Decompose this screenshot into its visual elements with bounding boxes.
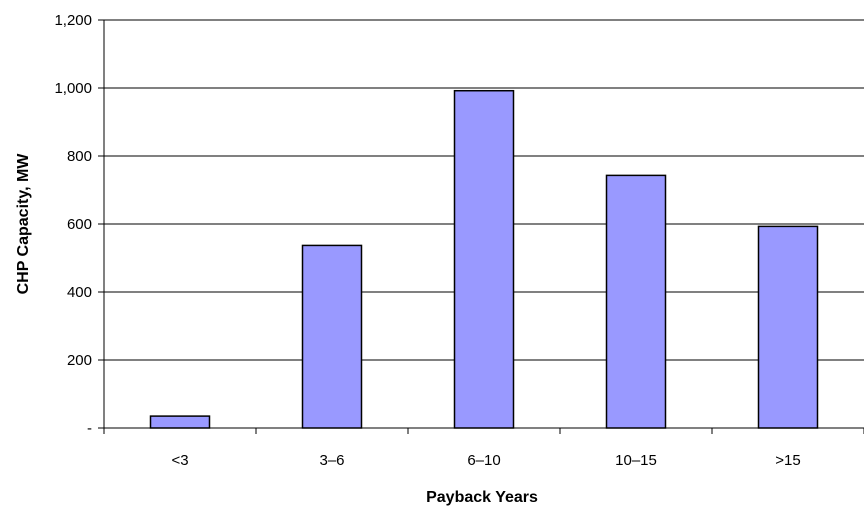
bar [301, 244, 363, 429]
y-tick-label: 1,200 [54, 12, 92, 29]
y-tick-label: 800 [67, 148, 92, 165]
bar [605, 174, 667, 429]
x-axis-title: Payback Years [426, 489, 538, 506]
y-tick-label: 600 [67, 216, 92, 233]
y-tick-label: - [87, 420, 92, 437]
x-tick-label: 3–6 [319, 452, 344, 469]
bar [453, 89, 515, 429]
x-tick-label: 10–15 [615, 452, 657, 469]
y-tick-label: 1,000 [54, 80, 92, 97]
bar [149, 415, 211, 429]
axes [98, 19, 864, 434]
x-tick-label: >15 [775, 452, 800, 469]
bar-series [149, 89, 819, 429]
y-tick-label: 400 [67, 284, 92, 301]
y-tick-labels: - 200 400 600 800 1,000 1,200 [54, 12, 92, 437]
bar [757, 225, 819, 429]
x-tick-labels: <3 3–6 6–10 10–15 >15 [171, 452, 800, 469]
y-tick-label: 200 [67, 352, 92, 369]
y-axis-title: CHP Capacity, MW [15, 153, 32, 295]
x-tick-label: <3 [171, 452, 188, 469]
x-tick-label: 6–10 [467, 452, 500, 469]
